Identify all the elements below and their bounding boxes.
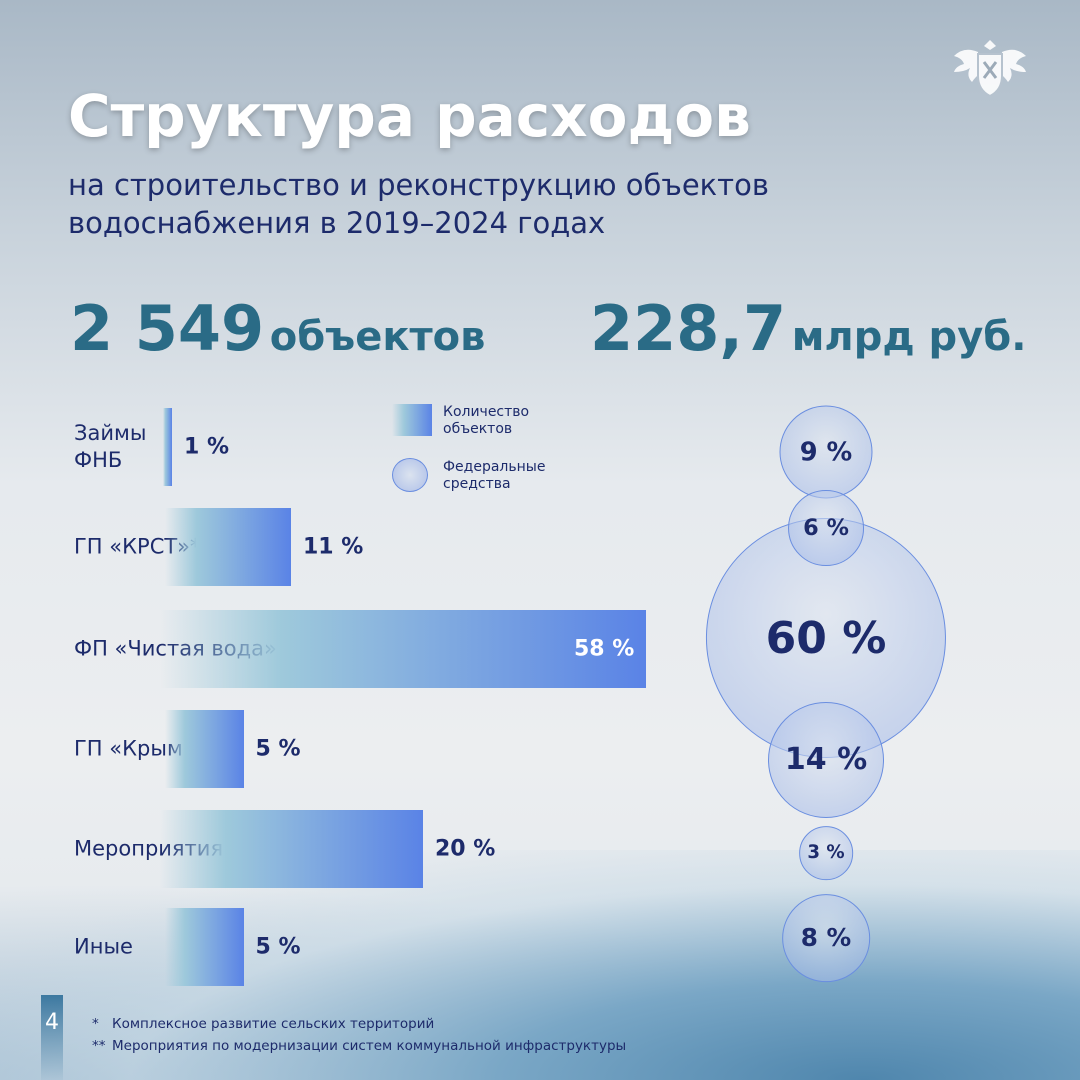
stat-unit: млрд руб.: [791, 314, 1027, 360]
bar: [165, 710, 244, 788]
bar: [160, 810, 423, 888]
bubble: 9 %: [779, 405, 873, 499]
stat-unit: объектов: [269, 314, 486, 360]
stat-value: 228,7: [590, 292, 787, 365]
bar-value-label: 58 %: [574, 636, 635, 662]
footnote: * Комплексное развитие сельских территори…: [92, 1016, 434, 1032]
bar: [160, 610, 646, 688]
bubble: 6 %: [788, 490, 864, 566]
legend-bar-swatch: [392, 404, 432, 436]
legend-bubble-swatch: [392, 458, 428, 492]
bubble-value-label: 9 %: [799, 437, 853, 467]
bubble-value-label: 14 %: [784, 742, 868, 778]
bubble-value-label: 6 %: [803, 514, 849, 541]
bubble: 3 %: [799, 826, 853, 880]
category-label: Займы ФНБ: [74, 421, 147, 472]
footnote-mark: *: [92, 1016, 99, 1032]
bar: [165, 908, 244, 986]
page-subtitle: на строительство и реконструкцию объекто…: [68, 168, 769, 240]
bubble-value-label: 60 %: [765, 612, 887, 664]
footnote: ** Мероприятия по модернизации систем ком…: [92, 1038, 626, 1054]
page-number: 4: [41, 995, 63, 1080]
bubble: 8 %: [782, 894, 870, 982]
bar-value-label: 11 %: [303, 534, 364, 560]
bar: [165, 508, 291, 586]
footnote-text: Мероприятия по модернизации систем комму…: [112, 1038, 627, 1054]
bubble: 14 %: [768, 702, 884, 818]
bar-value-label: 5 %: [255, 736, 301, 762]
stat-funds: 228,7 млрд руб.: [590, 292, 1026, 365]
bubble-value-label: 8 %: [800, 923, 852, 953]
page-title: Структура расходов: [68, 82, 751, 150]
footnote-mark: **: [92, 1038, 106, 1054]
footnote-text: Комплексное развитие сельских территорий: [112, 1016, 435, 1032]
bar-value-label: 5 %: [255, 934, 301, 960]
stat-value: 2 549: [70, 292, 265, 365]
bar-value-label: 20 %: [435, 836, 496, 862]
bar-value-label: 1 %: [184, 434, 230, 460]
legend-bubble-label: Федеральные средства: [443, 459, 546, 492]
stat-objects: 2 549 объектов: [70, 292, 485, 365]
category-label: Иные: [74, 934, 133, 959]
legend-bar-label: Количество объектов: [443, 404, 530, 437]
emblem-icon: [954, 40, 1026, 98]
bar: [163, 408, 172, 486]
bubble-value-label: 3 %: [807, 842, 845, 864]
